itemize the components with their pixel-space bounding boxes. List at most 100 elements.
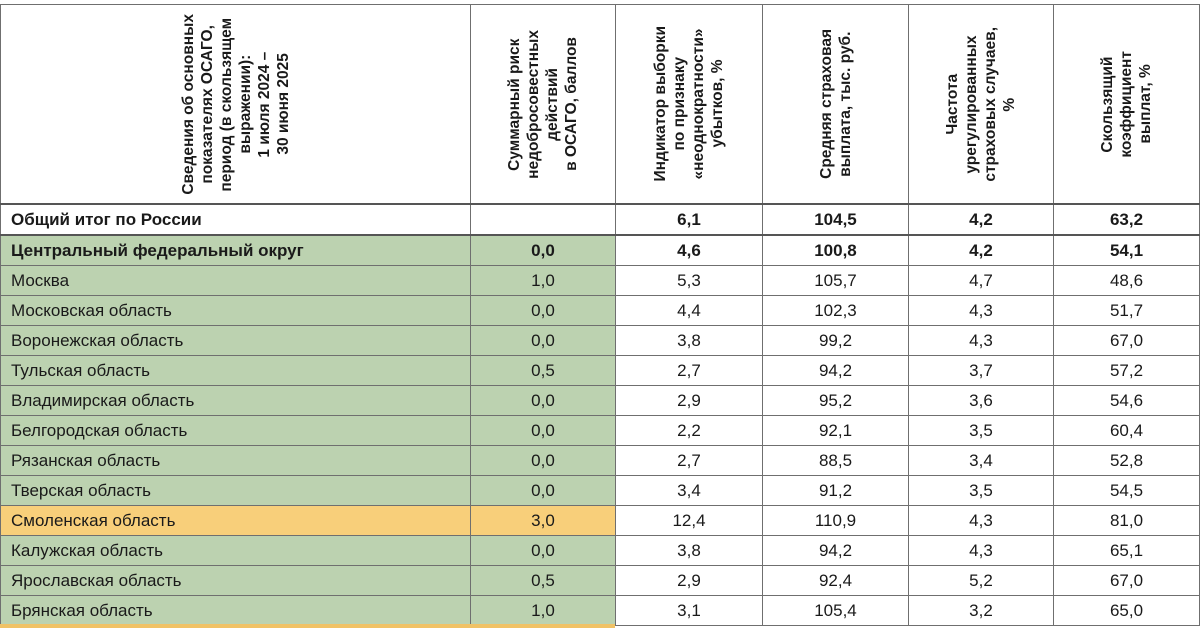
table-row: Тверская область 0,0 3,4 91,2 3,5 54,5 <box>0 475 1200 506</box>
table-cell-frequency: 4,3 <box>908 535 1054 566</box>
table-cell-frequency: 3,5 <box>908 475 1054 506</box>
table-cell-name: Брянская область <box>0 595 471 626</box>
next-row-risk-fill <box>470 624 615 628</box>
table-cell-indicator: 5,3 <box>615 265 763 296</box>
table-cell-indicator: 3,8 <box>615 325 763 356</box>
table-cell-avg-payment: 91,2 <box>762 475 909 506</box>
table-cell-frequency: 4,3 <box>908 295 1054 326</box>
total-row-frequency: 4,2 <box>908 203 1054 236</box>
table-cell-name: Москва <box>0 265 471 296</box>
table-cell-avg-payment: 92,1 <box>762 415 909 446</box>
total-row-avg-payment: 104,5 <box>762 203 909 236</box>
district-row-avg-payment: 100,8 <box>762 234 909 266</box>
table-cell-frequency: 3,4 <box>908 445 1054 476</box>
table-cell-ratio: 67,0 <box>1053 565 1200 596</box>
table-cell-ratio: 81,0 <box>1053 505 1200 536</box>
table-cell-avg-payment: 110,9 <box>762 505 909 536</box>
header-frequency[interactable]: Частота урегулированных страховых случае… <box>908 4 1054 205</box>
table-cell-avg-payment: 105,4 <box>762 595 909 626</box>
table-row: Рязанская область 0,0 2,7 88,5 3,4 52,8 <box>0 445 1200 476</box>
table-row: Владимирская область 0,0 2,9 95,2 3,6 54,6 <box>0 385 1200 416</box>
table-row: Смоленская область 3,0 12,4 110,9 4,3 81,0 <box>0 505 1200 536</box>
table-cell-indicator: 3,1 <box>615 595 763 626</box>
district-row-name: Центральный федеральный округ <box>0 234 471 266</box>
total-row-ratio: 63,2 <box>1053 203 1200 236</box>
table-cell-name: Тульская область <box>0 355 471 386</box>
header-row: Сведения об основных показателях ОСАГО, … <box>0 4 1200 205</box>
table-cell-ratio: 65,0 <box>1053 595 1200 626</box>
header-indicator[interactable]: Индикатор выборки по признаку «неоднокра… <box>615 4 763 205</box>
table-cell-risk: 0,0 <box>470 475 616 506</box>
table-cell-name: Тверская область <box>0 475 471 506</box>
total-row-risk <box>470 203 616 236</box>
table-cell-ratio: 51,7 <box>1053 295 1200 326</box>
table-cell-name: Владимирская область <box>0 385 471 416</box>
table-cell-ratio: 48,6 <box>1053 265 1200 296</box>
table-cell-risk: 0,0 <box>470 535 616 566</box>
table-cell-avg-payment: 88,5 <box>762 445 909 476</box>
table-row: Москва 1,0 5,3 105,7 4,7 48,6 <box>0 265 1200 296</box>
table-cell-frequency: 4,3 <box>908 505 1054 536</box>
header-avg-payment[interactable]: Средняя страховая выплата, тыс. руб. <box>762 4 909 205</box>
osago-indicators-table: Сведения об основных показателях ОСАГО, … <box>0 4 1200 626</box>
total-row-indicator: 6,1 <box>615 203 763 236</box>
table-cell-avg-payment: 92,4 <box>762 565 909 596</box>
table-cell-ratio: 57,2 <box>1053 355 1200 386</box>
table-row: Воронежская область 0,0 3,8 99,2 4,3 67,0 <box>0 325 1200 356</box>
table-row: Тульская область 0,5 2,7 94,2 3,7 57,2 <box>0 355 1200 386</box>
table-cell-risk: 1,0 <box>470 595 616 626</box>
table-cell-indicator: 4,4 <box>615 295 763 326</box>
table-cell-avg-payment: 99,2 <box>762 325 909 356</box>
header-ratio[interactable]: Скользящий коэффициент выплат, % <box>1053 4 1200 205</box>
table-cell-name: Белгородская область <box>0 415 471 446</box>
table-cell-risk: 3,0 <box>470 505 616 536</box>
table-cell-ratio: 60,4 <box>1053 415 1200 446</box>
district-row: Центральный федеральный округ 0,0 4,6 10… <box>0 234 1200 266</box>
table-row: Калужская область 0,0 3,8 94,2 4,3 65,1 <box>0 535 1200 566</box>
table-cell-ratio: 54,6 <box>1053 385 1200 416</box>
table-cell-name: Рязанская область <box>0 445 471 476</box>
table-cell-frequency: 5,2 <box>908 565 1054 596</box>
table-cell-ratio: 54,5 <box>1053 475 1200 506</box>
table-cell-name: Ярославская область <box>0 565 471 596</box>
table-cell-name: Воронежская область <box>0 325 471 356</box>
table-cell-avg-payment: 94,2 <box>762 355 909 386</box>
table-cell-name: Московская область <box>0 295 471 326</box>
table-cell-risk: 0,0 <box>470 385 616 416</box>
table-cell-indicator: 2,9 <box>615 565 763 596</box>
table-row: Белгородская область 0,0 2,2 92,1 3,5 60,4 <box>0 415 1200 446</box>
table-cell-indicator: 2,9 <box>615 385 763 416</box>
table-cell-risk: 0,0 <box>470 325 616 356</box>
table-cell-risk: 0,0 <box>470 445 616 476</box>
table-cell-indicator: 2,7 <box>615 445 763 476</box>
table-cell-ratio: 67,0 <box>1053 325 1200 356</box>
district-row-indicator: 4,6 <box>615 234 763 266</box>
district-row-ratio: 54,1 <box>1053 234 1200 266</box>
district-row-frequency: 4,2 <box>908 234 1054 266</box>
total-row-name: Общий итог по России <box>0 203 471 236</box>
table-cell-avg-payment: 105,7 <box>762 265 909 296</box>
table-cell-ratio: 52,8 <box>1053 445 1200 476</box>
table-row: Московская область 0,0 4,4 102,3 4,3 51,7 <box>0 295 1200 326</box>
table-cell-indicator: 3,4 <box>615 475 763 506</box>
table-cell-risk: 0,0 <box>470 295 616 326</box>
total-row: Общий итог по России 6,1 104,5 4,2 63,2 <box>0 203 1200 236</box>
table-cell-avg-payment: 94,2 <box>762 535 909 566</box>
table-cell-frequency: 3,2 <box>908 595 1054 626</box>
table-cell-name: Смоленская область <box>0 505 471 536</box>
table-cell-indicator: 2,2 <box>615 415 763 446</box>
table-cell-avg-payment: 102,3 <box>762 295 909 326</box>
table-cell-frequency: 3,5 <box>908 415 1054 446</box>
table-row: Ярославская область 0,5 2,9 92,4 5,2 67,0 <box>0 565 1200 596</box>
header-risk[interactable]: Суммарный риск недобросовестных действий… <box>470 4 616 205</box>
table-cell-risk: 0,5 <box>470 565 616 596</box>
district-row-risk: 0,0 <box>470 234 616 266</box>
table-cell-avg-payment: 95,2 <box>762 385 909 416</box>
table-cell-risk: 1,0 <box>470 265 616 296</box>
header-region[interactable]: Сведения об основных показателях ОСАГО, … <box>0 4 471 205</box>
table-cell-indicator: 2,7 <box>615 355 763 386</box>
table-cell-risk: 0,0 <box>470 415 616 446</box>
next-row-hint <box>0 624 1199 628</box>
table-cell-frequency: 4,3 <box>908 325 1054 356</box>
